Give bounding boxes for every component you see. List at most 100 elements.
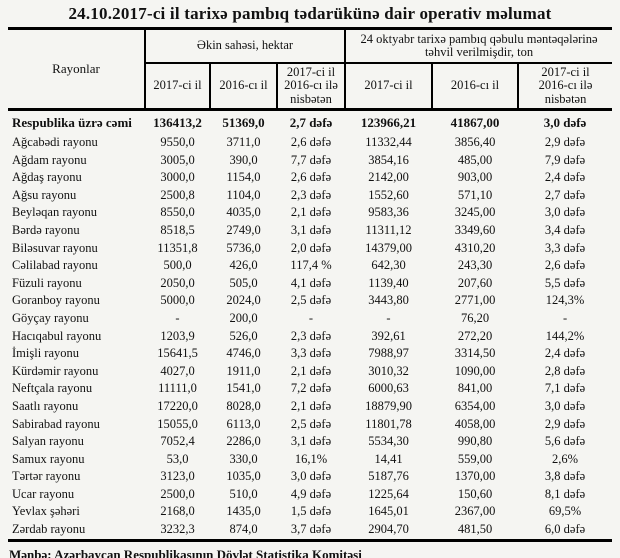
header-ton-2017: 2017-ci il (345, 63, 434, 110)
row-value: 2,1 dəfə (290, 398, 332, 413)
row-value: 3232,3 (160, 522, 195, 537)
row-value: 15641,5 (157, 346, 198, 361)
row-value: 2,3 dəfə (290, 328, 332, 343)
row-name: Salyan rayonu (12, 434, 84, 449)
row-name: Ağdaş rayonu (12, 170, 82, 185)
row-value: 2,6 dəfə (290, 170, 332, 185)
row-value: 2904,70 (368, 522, 409, 537)
row-value: 3854,16 (368, 152, 409, 167)
header-area-2016: 2016-cı il (210, 63, 278, 110)
row-value: 136413,2 (153, 115, 202, 130)
row-value: 11332,44 (365, 135, 412, 149)
row-value: 3314,50 (454, 346, 496, 361)
row-value: 3123,0 (160, 469, 195, 484)
row-value: 2,7 dəfə (289, 115, 333, 130)
header-sub-row: 2017-ci il 2016-cı il 2017-ci il 2016-cı… (8, 63, 612, 110)
row-name: Hacıqabul rayonu (12, 328, 102, 343)
table-row: Ağsu rayonu 2500,8 1104,0 2,3 dəfə 1552,60 57… (8, 187, 612, 205)
row-value: 2286,0 (226, 434, 261, 449)
row-name: Kürdəmir rayonu (12, 363, 99, 378)
row-value: - (386, 310, 391, 325)
table-row: Ucar rayonu 2500,0 510,0 4,9 dəfə 1225,64 150… (8, 486, 612, 504)
header-area-2017: 2017-ci il (145, 63, 211, 110)
row-value: 200,0 (229, 310, 258, 325)
row-name: Saatlı rayonu (12, 398, 79, 413)
row-value: 5,5 dəfə (544, 275, 586, 290)
header-area-ratio: 2017-ci il 2016-cı ilə nisbətən (277, 63, 347, 110)
table-row: Bərdə rayonu 8518,5 2749,0 3,1 dəfə 11311,12… (8, 222, 612, 240)
row-value: 41867,00 (450, 115, 500, 130)
row-value: 2,6% (552, 451, 579, 466)
row-name: Ağcabədi rayonu (12, 135, 98, 149)
row-value: - (175, 310, 180, 325)
row-value: 2,4 dəfə (544, 346, 586, 361)
row-name: Sabirabad rayonu (12, 416, 100, 431)
row-value: 1035,0 (226, 469, 261, 484)
row-value: 2,1 dəfə (290, 363, 332, 378)
row-value: 1225,64 (368, 486, 409, 501)
row-value: 7,9 dəfə (544, 152, 586, 167)
row-value: 1370,00 (454, 469, 496, 484)
row-value: 5,6 dəfə (544, 434, 586, 449)
row-name: Tərtər rayonu (12, 469, 81, 484)
table-row: Kürdəmir rayonu 4027,0 1911,0 2,1 dəfə 3010,… (8, 363, 612, 381)
row-name: Goranboy rayonu (12, 293, 100, 308)
row-value: 4058,00 (454, 416, 496, 431)
row-value: 4035,0 (226, 205, 261, 220)
row-value: 426,0 (229, 258, 258, 273)
table-row: Salyan rayonu 7052,4 2286,0 3,1 dəfə 5534,30… (8, 433, 612, 451)
row-value: 4027,0 (160, 363, 195, 378)
row-value: 3,3 dəfə (544, 240, 586, 255)
row-name: Respublika üzrə cəmi (12, 115, 132, 130)
row-value: 2771,00 (454, 293, 496, 308)
row-value: 7,2 dəfə (290, 381, 332, 396)
table-row: Ağdaş rayonu 3000,0 1154,0 2,6 dəfə 2142,00 9… (8, 169, 612, 187)
row-value: 3245,00 (454, 205, 496, 220)
row-value: 841,00 (457, 381, 493, 396)
row-value: 123966,21 (360, 115, 417, 130)
row-value: 505,0 (229, 275, 258, 290)
row-value: 11351,8 (157, 240, 198, 255)
row-value: 4,9 dəfə (290, 486, 332, 501)
table-row: Tərtər rayonu 3123,0 1035,0 3,0 dəfə 5187,76… (8, 468, 612, 486)
row-value: 3,8 dəfə (544, 469, 586, 484)
row-value: 9550,0 (160, 135, 195, 149)
row-value: 3,0 dəfə (544, 205, 586, 220)
row-value: 76,20 (460, 310, 490, 325)
row-value: 7988,97 (368, 346, 409, 361)
row-value: 7,7 dəfə (290, 152, 332, 167)
row-value: 16,1% (294, 451, 328, 466)
row-value: - (308, 310, 314, 325)
row-value: 990,80 (457, 434, 493, 449)
row-name: Ağsu rayonu (12, 187, 77, 202)
row-value: 3,1 dəfə (290, 434, 332, 449)
header-group-sown-area: Əkin sahəsi, hektar (145, 28, 347, 64)
table-row: Yevlax şəhəri 2168,0 1435,0 1,5 dəfə 1645,01… (8, 503, 612, 521)
row-name: Ucar rayonu (12, 486, 75, 501)
table-row: Saatlı rayonu 17220,0 8028,0 2,1 dəfə 18879,… (8, 398, 612, 416)
row-value: 3,0 dəfə (544, 398, 586, 413)
row-value: 1435,0 (226, 504, 261, 519)
row-value: 272,20 (457, 328, 493, 343)
row-value: 8518,5 (160, 222, 195, 237)
row-value: 1645,01 (368, 504, 409, 519)
row-name: Füzuli rayonu (12, 275, 82, 290)
row-value: 3010,32 (368, 363, 409, 378)
table-row: Füzuli rayonu 2050,0 505,0 4,1 dəfə 1139,40 2… (8, 275, 612, 293)
row-value: 3856,40 (454, 135, 496, 149)
row-value: 2,1 dəfə (290, 205, 332, 220)
row-value: 51369,0 (222, 115, 265, 130)
row-name: İmişli rayonu (12, 346, 80, 361)
row-value: 3,0 dəfə (543, 115, 587, 130)
row-value: 5000,0 (160, 293, 195, 308)
table-row: Goranboy rayonu 5000,0 2024,0 2,5 dəfə 3443,… (8, 292, 612, 310)
row-value: 11311,12 (365, 222, 412, 237)
table-row: Sabirabad rayonu 15055,0 6113,0 2,5 dəfə 118… (8, 416, 612, 434)
row-value: 18879,90 (365, 398, 412, 413)
row-value: 903,00 (457, 170, 493, 185)
row-value: 2500,8 (160, 187, 195, 202)
row-value: 2142,00 (368, 170, 409, 185)
row-name: Zərdab rayonu (12, 522, 86, 537)
row-value: 117,4 % (290, 258, 332, 273)
